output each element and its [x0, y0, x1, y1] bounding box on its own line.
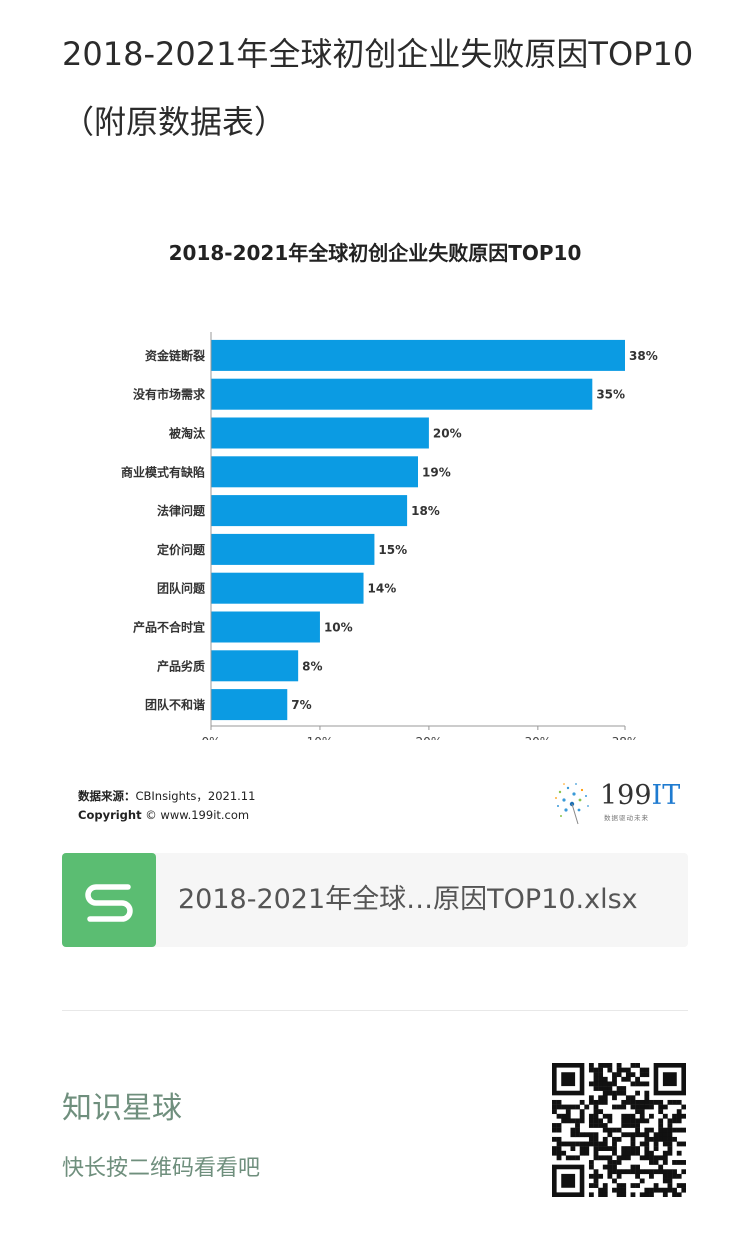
source-block: 数据来源：CBInsights，2021.11 Copyright © www.… [78, 787, 255, 825]
x-tick-label: 0% [201, 735, 220, 740]
attachment-file-name: 2018-2021年全球…原因TOP10.xlsx [178, 884, 638, 915]
category-label: 产品不合时宜 [133, 620, 205, 635]
bar-chart: 2018-2021年全球初创企业失败原因TOP10 资金链断裂 38% 没有市场需求… [0, 220, 750, 840]
bar [211, 378, 593, 410]
data-label: 14% [368, 582, 397, 596]
bar [211, 650, 299, 682]
category-label: 商业模式有缺陷 [121, 464, 205, 479]
chart-title: 2018-2021年全球初创企业失败原因TOP10 [169, 241, 582, 265]
data-label: 7% [291, 698, 311, 712]
qr-code-icon[interactable] [552, 1063, 687, 1198]
category-label: 法律问题 [157, 503, 206, 518]
source-label: 数据来源： [78, 789, 136, 803]
copyright-text: © www.199it.com [145, 808, 250, 822]
category-label: 产品劣质 [157, 658, 205, 673]
x-tick-label: 10% [307, 735, 334, 740]
bar [211, 572, 364, 604]
bar [211, 689, 288, 721]
data-label: 18% [411, 504, 440, 518]
bar [211, 611, 320, 643]
brand-tagline: 数据驱动未来 [604, 814, 649, 822]
brand-prefix: 199 [600, 780, 652, 811]
bar-chart-svg: 2018-2021年全球初创企业失败原因TOP10 资金链断裂 38% 没有市场需求… [121, 241, 658, 740]
source-text: CBInsights，2021.11 [135, 789, 256, 803]
divider [62, 1010, 688, 1011]
bar [211, 417, 429, 449]
category-label: 资金链断裂 [145, 348, 205, 363]
x-tick-label: 38% [612, 735, 639, 740]
bar [211, 456, 418, 488]
dandelion-icon [555, 783, 589, 825]
planet-subtitle: 快长按二维码看看吧 [62, 1156, 261, 1181]
category-label: 被淘汰 [169, 426, 206, 441]
data-label: 15% [378, 543, 407, 557]
data-label: 20% [433, 427, 462, 441]
brand-logo: 199IT 数据驱动未来 [552, 778, 692, 828]
category-label: 没有市场需求 [133, 387, 206, 402]
x-tick-label: 20% [416, 735, 443, 740]
bar [211, 533, 375, 565]
category-label: 团队不和谐 [145, 697, 205, 712]
x-tick-label: 30% [525, 735, 552, 740]
category-label: 团队问题 [157, 581, 206, 596]
copyright-label: Copyright [78, 808, 142, 822]
data-label: 19% [422, 465, 451, 479]
planet-title: 知识星球 [62, 1091, 182, 1126]
bar [211, 339, 625, 371]
data-label: 8% [302, 659, 322, 673]
attachment-card[interactable]: 2018-2021年全球…原因TOP10.xlsx [62, 853, 688, 947]
data-label: 35% [596, 388, 625, 402]
brand-suffix: IT [651, 780, 681, 811]
brand-name: 199IT [600, 780, 680, 811]
data-label: 38% [629, 349, 658, 363]
spreadsheet-s-icon [62, 853, 156, 947]
bar [211, 495, 408, 527]
data-label: 10% [324, 621, 353, 635]
category-label: 定价问题 [157, 542, 206, 557]
article-title: 2018-2021年全球初创企业失败原因TOP10（附原数据表） [62, 35, 694, 141]
